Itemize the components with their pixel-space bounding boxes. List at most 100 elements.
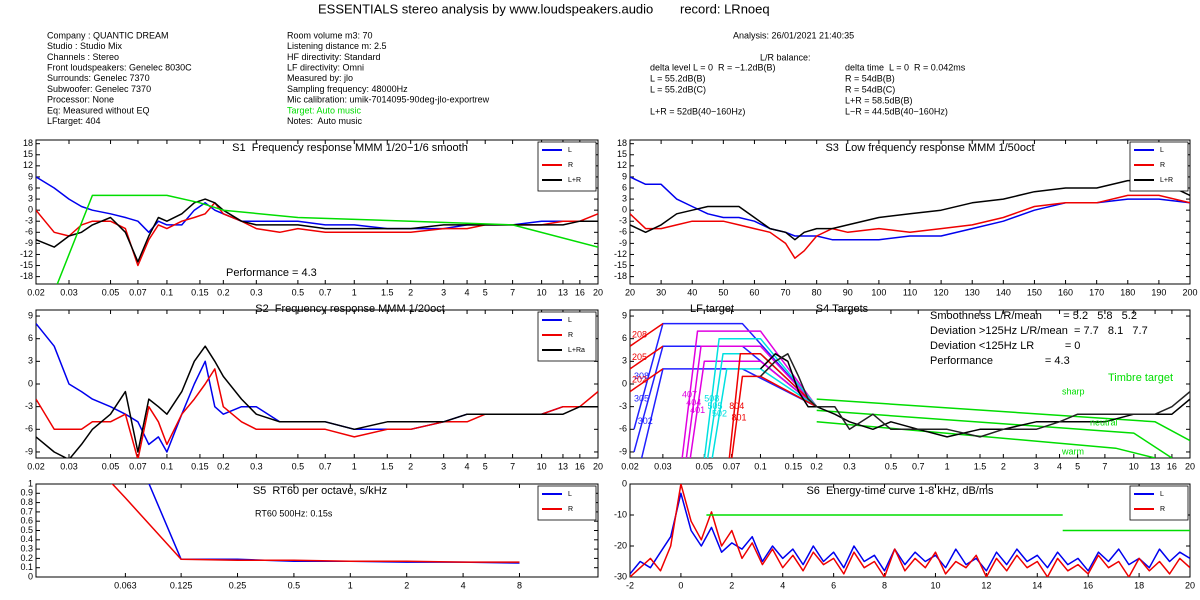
annotation: neutral	[1090, 417, 1118, 427]
balance-right: R = 54dB(B)	[845, 73, 895, 83]
x-tick-label: 0.03	[60, 287, 78, 297]
y-tick-label: 6	[28, 182, 33, 192]
x-tick-label: 0.125	[170, 580, 193, 590]
y-tick-label: 6	[622, 333, 627, 343]
x-tick-label: 0.5	[885, 461, 898, 471]
y-tick-label: 3	[622, 356, 627, 366]
x-tick-label: 0.15	[785, 461, 803, 471]
line-label: 202	[632, 375, 647, 385]
legend-label: R	[1160, 506, 1165, 513]
y-tick-label: 0.2	[20, 553, 33, 563]
x-tick-label: 16	[1167, 461, 1177, 471]
analysis-date: Analysis: 26/01/2021 21:40:35	[733, 30, 854, 40]
annotation: RT60 500Hz: 0.15s	[255, 508, 333, 518]
info-left: Surrounds: Genelec 7370	[47, 73, 150, 83]
x-tick-label: 3	[1034, 461, 1039, 471]
balance-right: L−R = 44.5dB(40−160Hz)	[845, 106, 948, 116]
x-tick-label: 20	[1185, 580, 1195, 590]
x-tick-label: 0.05	[102, 461, 120, 471]
y-tick-label: 12	[617, 160, 627, 170]
x-tick-label: 0.03	[60, 461, 78, 471]
x-tick-label: 160	[1058, 287, 1073, 297]
data-line	[56, 194, 598, 284]
data-line	[36, 198, 598, 263]
y-tick-label: 0.9	[20, 488, 33, 498]
y-tick-label: 0	[28, 378, 33, 388]
y-tick-label: -3	[25, 401, 33, 411]
y-tick-label: -30	[614, 571, 627, 581]
y-tick-label: 12	[23, 160, 33, 170]
x-tick-label: 0.2	[217, 287, 230, 297]
data-line	[630, 484, 1190, 577]
data-line	[630, 179, 1190, 241]
legend-label: L	[568, 147, 572, 154]
y-tick-label: -6	[619, 227, 627, 237]
chart-title: S5 RT60 per octave, s/kHz	[253, 485, 387, 497]
line-label: 801	[732, 412, 747, 422]
line-label: 208	[632, 329, 647, 339]
x-tick-label: -2	[626, 580, 634, 590]
x-tick-label: 0.7	[319, 461, 332, 471]
y-tick-label: 0.5	[20, 525, 33, 535]
x-tick-label: 0.7	[912, 461, 925, 471]
x-tick-label: 0.3	[250, 461, 263, 471]
x-tick-label: 4	[461, 580, 466, 590]
x-tick-label: 110	[903, 287, 917, 297]
line-label: 308	[634, 371, 649, 381]
line-label: 305	[634, 393, 649, 403]
legend-label: L	[568, 317, 572, 324]
y-tick-label: 0	[622, 478, 627, 488]
x-tick-label: 0.1	[754, 461, 767, 471]
legend-label: R	[568, 332, 573, 339]
x-tick-label: 40	[687, 287, 697, 297]
x-tick-label: 16	[575, 287, 585, 297]
line-label: 502	[712, 409, 727, 419]
data-line	[816, 398, 1190, 442]
data-line	[36, 368, 598, 458]
x-tick-label: 8	[882, 580, 887, 590]
annotation: warm	[1061, 446, 1084, 456]
legend-label: L	[1160, 491, 1164, 498]
x-tick-label: 0.7	[319, 287, 332, 297]
data-line	[630, 322, 664, 347]
balance-right: R = 54dB(C)	[845, 84, 895, 94]
data-line	[689, 360, 818, 458]
line-label: 205	[632, 352, 647, 362]
y-tick-label: 0.4	[20, 534, 33, 544]
x-tick-label: 1	[352, 461, 357, 471]
y-tick-label: 18	[23, 138, 33, 148]
x-tick-label: 2	[408, 287, 413, 297]
series-group	[630, 484, 1190, 577]
x-tick-label: 1.5	[381, 461, 394, 471]
y-tick-label: -9	[619, 446, 627, 456]
series-group	[630, 176, 1190, 259]
x-tick-label: 0.03	[654, 461, 672, 471]
balance-left: delta level L = 0 R = −1.2dB(B)	[650, 62, 776, 72]
y-tick-label: 0	[622, 205, 627, 215]
x-tick-label: 150	[1027, 287, 1042, 297]
info-middle: Measured by: jlo	[287, 73, 353, 83]
info-middle: LF directivity: Omni	[287, 62, 364, 72]
annotation: Timbre target	[1108, 372, 1173, 384]
info-middle: Sampling frequency: 48000Hz	[287, 84, 408, 94]
x-tick-label: 70	[781, 287, 791, 297]
x-tick-label: 30	[656, 287, 666, 297]
line-label: 302	[638, 416, 653, 426]
x-tick-label: 130	[965, 287, 980, 297]
balance-title: L/R balance:	[760, 52, 811, 62]
chart-subtitle: LF target	[690, 303, 734, 315]
x-tick-label: 0.05	[102, 287, 120, 297]
x-tick-label: 4	[780, 580, 785, 590]
x-tick-label: 0.5	[288, 580, 301, 590]
x-tick-label: 13	[1150, 461, 1160, 471]
legend-label: L+R	[568, 177, 581, 184]
y-tick-label: 0	[28, 571, 33, 581]
legend-label: L+Ra	[568, 347, 585, 354]
x-tick-label: 20	[593, 287, 603, 297]
y-tick-label: -3	[25, 216, 33, 226]
x-tick-label: 5	[483, 287, 488, 297]
series-group	[36, 323, 598, 458]
line-label: 804	[729, 401, 744, 411]
y-tick-label: -9	[25, 446, 33, 456]
info-left: LFtarget: 404	[47, 116, 101, 126]
